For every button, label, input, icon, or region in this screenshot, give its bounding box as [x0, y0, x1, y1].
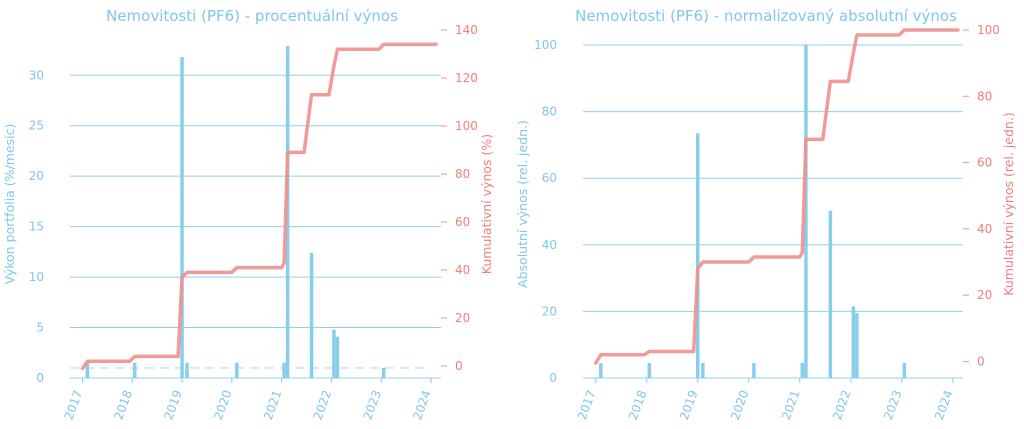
cumulative-line [80, 42, 438, 371]
bar [647, 363, 652, 378]
bar [701, 363, 705, 378]
bar [180, 57, 184, 378]
y2-tick-label: 80 [977, 89, 992, 103]
x-tick-label: 2021 [261, 388, 285, 421]
bar [285, 46, 290, 378]
chart-title: Nemovitosti (PF6) - normalizovaný absolu… [575, 7, 957, 25]
y2-axis-label: Kumulativní výnos (%) [479, 134, 494, 274]
chart-title: Nemovitosti (PF6) - procentuální výnos [106, 7, 398, 25]
y-tick-label: 20 [29, 169, 44, 183]
y-tick-label: 0 [549, 371, 557, 385]
y2-tick-label: 120 [455, 71, 478, 85]
bar [800, 363, 805, 378]
y-tick-label: 0 [36, 371, 44, 385]
x-tick-label: 2022 [311, 388, 335, 421]
x-tick-label: 2022 [830, 388, 854, 421]
bar [902, 363, 907, 378]
x-tick-label: 2021 [779, 388, 803, 421]
y2-tick-label: 20 [977, 288, 992, 302]
x-tick-label: 2017 [62, 388, 86, 421]
y2-tick-label: 0 [455, 359, 463, 373]
cumulative-line [594, 28, 960, 365]
bar [696, 133, 700, 378]
y-tick-label: 30 [29, 68, 44, 82]
y-tick-label: 10 [29, 270, 44, 284]
bar [185, 362, 189, 378]
bar [804, 45, 808, 378]
y2-tick-label: 40 [455, 263, 470, 277]
x-tick-label: 2024 [410, 388, 434, 421]
chart-panel-2: Nemovitosti (PF6) - normalizovaný absolu… [515, 7, 1016, 422]
bar [132, 362, 137, 378]
x-tick-label: 2017 [575, 388, 599, 421]
bar [828, 210, 833, 378]
y-tick-label: 5 [36, 321, 44, 335]
bar [599, 363, 603, 378]
y-tick-label: 80 [542, 105, 557, 119]
y2-tick-label: 100 [455, 119, 478, 133]
y-axis-label: Výkon portfolia (%/mesic) [2, 124, 17, 285]
x-tick-label: 2020 [728, 388, 752, 421]
x-tick-label: 2018 [626, 388, 650, 421]
x-tick-label: 2023 [881, 388, 905, 421]
bar [381, 367, 386, 378]
bar [335, 336, 340, 378]
chart-panel-1: Nemovitosti (PF6) - procentuální výnos 0 5… [2, 7, 494, 422]
y2-tick-label: 140 [455, 23, 478, 37]
bar [282, 362, 286, 378]
y2-tick-label: 60 [977, 156, 992, 170]
x-tick-label: 2023 [360, 388, 384, 421]
x-tick-label: 2019 [161, 388, 185, 421]
bar [309, 252, 314, 378]
y2-axis-label: Kumulativní výnos (rel. jedn.) [1001, 112, 1016, 295]
y2-tick-label: 60 [455, 215, 470, 229]
y-axis-label: Absolutní výnos (rel. jedn.) [515, 120, 530, 288]
bar [851, 306, 856, 378]
y-tick-label: 40 [542, 238, 557, 252]
y2-tick-label: 40 [977, 222, 992, 236]
x-tick-label: 2024 [932, 388, 956, 421]
y2-tick-label: 20 [455, 311, 470, 325]
bar [752, 363, 756, 378]
y-tick-label: 100 [534, 38, 557, 52]
y-tick-label: 60 [542, 171, 557, 185]
x-tick-label: 2020 [211, 388, 235, 421]
x-tick-label: 2019 [677, 388, 701, 421]
bar [855, 313, 859, 378]
y-tick-label: 15 [29, 220, 44, 234]
x-tick-label: 2018 [111, 388, 135, 421]
y2-tick-label: 0 [977, 354, 985, 368]
y-tick-label: 25 [29, 119, 44, 133]
bar [332, 329, 336, 378]
bar [235, 362, 239, 378]
y2-tick-label: 80 [455, 167, 470, 181]
y-tick-label: 20 [542, 304, 557, 318]
bar [85, 362, 90, 378]
y2-tick-label: 100 [977, 23, 1000, 37]
